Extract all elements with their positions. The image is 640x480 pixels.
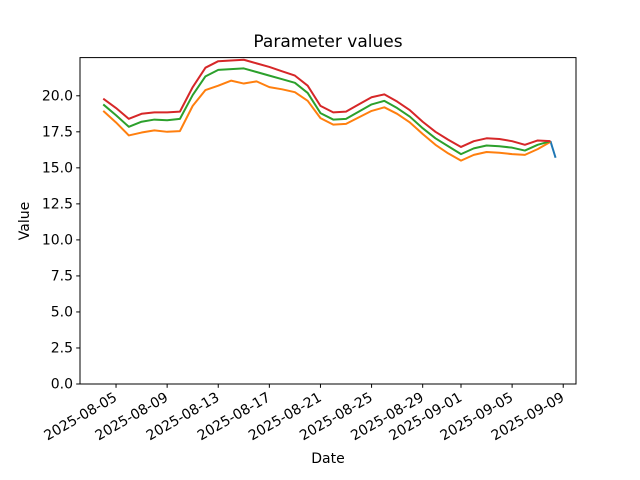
- y-tick-label: 10.0: [42, 232, 73, 248]
- y-tick-label: 15.0: [42, 160, 73, 176]
- y-tick-label: 12.5: [42, 196, 73, 212]
- y-tick-label: 20.0: [42, 88, 73, 104]
- line-green: [102, 67, 551, 156]
- y-tick-label: 2.5: [51, 340, 73, 356]
- x-axis-label: Date: [311, 451, 344, 467]
- chart-lines: [102, 58, 557, 162]
- chart-title: Parameter values: [253, 32, 402, 52]
- y-tick-label: 17.5: [42, 124, 73, 140]
- y-tick-label: 5.0: [51, 304, 73, 320]
- line-orange: [102, 79, 551, 162]
- y-tick-label: 0.0: [51, 377, 73, 393]
- y-axis-ticks: 0.0 2.5 5.0 7.5 10.0 12.5 15.0 17.5 20.0: [42, 88, 80, 393]
- line-red: [102, 58, 551, 148]
- y-axis-label: Value: [17, 202, 33, 240]
- y-tick-label: 7.5: [51, 268, 73, 284]
- line-blue: [549, 140, 557, 159]
- plot-area: [79, 57, 577, 385]
- x-axis-ticks: 2025-08-052025-08-092025-08-132025-08-17…: [42, 384, 567, 444]
